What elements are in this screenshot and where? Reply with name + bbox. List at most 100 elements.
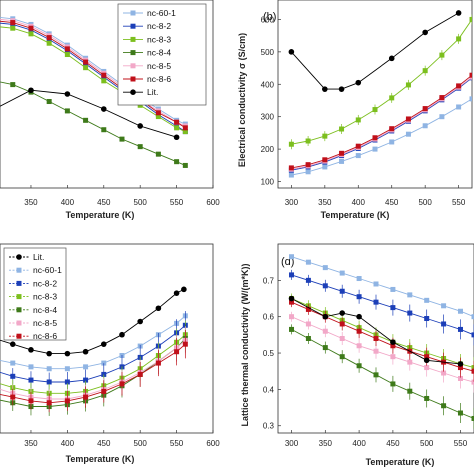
panel-a-point-nc-8-6 [28, 25, 34, 31]
panel-d-point-nc-60-1 [289, 254, 295, 260]
panel-d-point-nc-8-5 [356, 343, 362, 349]
panel-c-point-Lit. [28, 347, 34, 353]
panel-b-series-line-nc-8-3 [291, 19, 472, 145]
panel-b-point-nc-60-1 [305, 169, 311, 175]
panel-c-point-nc-8-6 [137, 371, 143, 377]
panel-b-point-nc-8-3 [405, 82, 411, 88]
panel-c-point-nc-60-1 [46, 366, 52, 372]
panel-a-xtick-label: 500 [134, 198, 148, 207]
panel-d-xlabel: Temperature (K) [366, 457, 435, 467]
panel-a-legend-label-nc-8-2: nc-8-2 [147, 21, 171, 31]
panel-d-ytick-label: 0.7 [263, 276, 275, 285]
panel-d-xtick-label: 450 [386, 439, 400, 448]
panel-b-point-Lit. [355, 79, 362, 86]
panel-c-point-nc-8-6 [155, 360, 161, 366]
panel-d-xtick-label: 300 [285, 439, 299, 448]
panel-d-ytick-label: 0.3 [263, 422, 275, 431]
panel-d-point-nc-8-2 [356, 294, 362, 300]
panel-c-xtick-label: 450 [97, 439, 111, 448]
panel-d-point-Lit. [390, 339, 396, 345]
panel-a-legend-label-nc-8-4: nc-8-4 [147, 48, 171, 58]
panel-c-xtick-label: 500 [134, 439, 148, 448]
panel-b-point-nc-8-3 [389, 95, 395, 101]
panel-b-series-line-Lit. [291, 12, 459, 90]
panel-b-point-nc-60-1 [355, 153, 361, 159]
panel-d-point-nc-8-6 [373, 336, 379, 341]
panel-a-xtick-label: 350 [24, 198, 38, 207]
panel-c-point-nc-8-6 [119, 381, 125, 387]
panel-d-point-nc-60-1 [424, 297, 430, 303]
panel-c-point-nc-8-2 [46, 379, 52, 385]
panel-d-point-Lit. [457, 361, 464, 367]
panel-c-point-nc-8-6 [64, 398, 70, 404]
panel-b-series-line-nc-8-6 [291, 74, 472, 169]
panel-a-point-nc-8-3 [83, 65, 89, 71]
panel-b-point-nc-60-1 [469, 96, 472, 102]
panel-b-point-nc-8-6 [456, 83, 462, 89]
panel-d-point-Lit. [288, 295, 295, 302]
panel-b-point-nc-8-6 [469, 72, 472, 78]
panel-d-ytick-label: 0.5 [263, 349, 275, 358]
panel-a-point-nc-8-6 [10, 20, 16, 26]
panel-b-ylabel: Electrical conductivity σ (S/cm) [237, 33, 247, 167]
panel-d-xtick-label: 500 [420, 439, 434, 448]
panel-d-series-line-nc-8-4 [291, 329, 474, 419]
panel-b-xtick-label: 300 [285, 198, 299, 207]
panel-b-point-nc-60-1 [439, 114, 445, 120]
panel-c-legend-marker-nc-8-4 [16, 307, 22, 313]
panel-a-legend-marker-nc-8-4 [130, 50, 136, 56]
panel-d-point-Lit. [423, 357, 430, 364]
panel-b-point-nc-8-3 [355, 117, 361, 123]
panel-a-point-nc-8-6 [174, 119, 180, 125]
panel-b-ytick-label: 600 [261, 15, 275, 24]
panel-a-point-nc-8-3 [10, 25, 16, 31]
panel-a-point-nc-8-4 [119, 136, 125, 142]
panel-d-point-nc-8-5 [471, 379, 474, 385]
panel-b-point-nc-8-3 [288, 141, 294, 147]
panel-a-series-line-Lit. [0, 89, 177, 138]
panel-d-point-nc-8-4 [356, 363, 362, 369]
panel-d-point-nc-8-4 [322, 345, 328, 351]
panel-d-point-nc-8-5 [339, 336, 345, 341]
panel-d-point-nc-8-2 [471, 332, 474, 338]
panel-d-point-nc-8-2 [424, 316, 430, 322]
panel-a-point-nc-8-3 [155, 114, 161, 120]
panel-b-series-line-nc-60-1 [291, 98, 472, 176]
panel-d-point-nc-8-4 [289, 326, 295, 332]
panel-c-series-group [0, 286, 188, 416]
panel-b-point-nc-8-3 [372, 107, 378, 113]
panel-d-point-nc-8-6 [471, 368, 474, 374]
panel-c-xtick-label: 350 [24, 439, 38, 448]
panel-d-point-nc-8-4 [471, 415, 474, 421]
panel-b-frame [277, 0, 473, 189]
panel-a-point-nc-8-6 [101, 72, 107, 78]
panel-d-point-nc-8-5 [424, 365, 430, 371]
panel-a-point-nc-8-3 [101, 78, 107, 84]
panel-b-point-nc-60-1 [422, 123, 428, 129]
panel-b-ytick-label: 200 [261, 145, 275, 154]
panel-b-series-line-nc-8-5 [291, 76, 472, 170]
panel-a-xtick-label: 600 [206, 198, 220, 207]
panel-c-point-nc-8-2 [83, 377, 89, 383]
panel-c-series-line-nc-8-6 [0, 343, 186, 404]
panel-d-point-nc-8-5 [289, 314, 295, 320]
panel-d-series-line-nc-8-3 [291, 298, 474, 369]
panel-c-xtick-label: 600 [206, 439, 220, 448]
panel-b-point-nc-8-3 [339, 126, 345, 132]
panel-a-point-Lit. [28, 87, 34, 94]
panel-d-ytick-label: 0.6 [263, 313, 275, 322]
panel-b-point-nc-8-6 [372, 135, 378, 141]
panel-b-point-nc-8-6 [439, 95, 445, 101]
panel-c-point-Lit. [137, 318, 143, 325]
panel-b-ytick-label: 300 [261, 113, 275, 122]
panel-c-point-nc-60-1 [64, 366, 70, 372]
panel-a-point-nc-8-4 [101, 127, 107, 133]
panel-b-point-nc-8-6 [355, 143, 361, 149]
panel-b-xlabel: Temperature (K) [321, 210, 390, 220]
panel-d-point-nc-60-1 [390, 286, 396, 292]
panel-c-point-nc-8-6 [182, 341, 188, 347]
panel-c-point-Lit. [82, 348, 89, 355]
panel-b-point-nc-60-1 [288, 172, 294, 178]
panel-d-point-nc-8-5 [441, 370, 447, 376]
panel-a-legend-marker-nc-8-5 [130, 63, 136, 69]
